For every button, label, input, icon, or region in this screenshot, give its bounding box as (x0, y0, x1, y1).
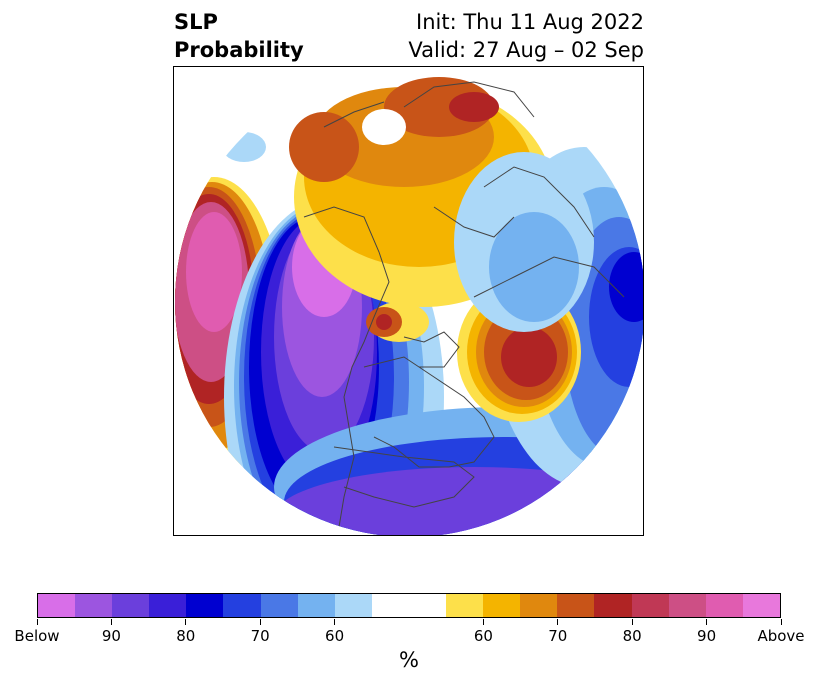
title-valid: Valid: 27 Aug – 02 Sep (408, 38, 644, 62)
colorbar-segment (75, 594, 113, 617)
colorbar-segment (742, 594, 780, 617)
colorbar-segment (38, 594, 76, 617)
colorbar-tick (185, 619, 187, 625)
map-panel (173, 66, 644, 536)
title-left: SLP Probability (174, 8, 304, 64)
colorbar-tick-label: Below (14, 627, 60, 645)
colorbar-tick (780, 619, 782, 625)
colorbar-tick (706, 619, 708, 625)
colorbar-tick-label: 60 (325, 627, 345, 645)
colorbar-segment (483, 594, 521, 617)
colorbar-segment (631, 594, 669, 617)
colorbar-segment (557, 594, 595, 617)
colorbar-segment (223, 594, 261, 617)
colorbar-segment (668, 594, 706, 617)
colorbar-segment (186, 594, 224, 617)
colorbar-tick (557, 619, 559, 625)
colorbar-unit: % (399, 648, 419, 672)
colorbar-segment (408, 594, 447, 617)
colorbar-tick-label: 90 (697, 627, 717, 645)
colorbar-segment (260, 594, 298, 617)
probability-field (175, 67, 643, 535)
colorbar-segment (594, 594, 632, 617)
colorbar-tick-label: 90 (101, 627, 121, 645)
colorbar-tick (36, 619, 38, 625)
title-type: Probability (174, 38, 304, 62)
colorbar-segment (149, 594, 187, 617)
title-variable: SLP (174, 10, 218, 34)
colorbar-tick-label: Above (757, 627, 805, 645)
colorbar-tick (334, 619, 336, 625)
colorbar-tick-label: 60 (473, 627, 493, 645)
probability-map (175, 67, 643, 535)
colorbar-segment (112, 594, 150, 617)
colorbar-segment (705, 594, 743, 617)
colorbar-tick (259, 619, 261, 625)
colorbar-segment (297, 594, 335, 617)
colorbar-tick (482, 619, 484, 625)
colorbar (37, 593, 781, 618)
colorbar-segment (446, 594, 484, 617)
title-init: Init: Thu 11 Aug 2022 (416, 10, 644, 34)
colorbar-segment (520, 594, 558, 617)
colorbar-segment (334, 594, 372, 617)
colorbar-segment (371, 594, 409, 617)
pole-neutral-area (362, 109, 406, 145)
colorbar-tick-label: 70 (548, 627, 568, 645)
colorbar-tick-label: 70 (250, 627, 270, 645)
colorbar-tick (631, 619, 633, 625)
coastlines (303, 81, 625, 528)
colorbar-tick (110, 619, 112, 625)
colorbar-tick-label: 80 (622, 627, 642, 645)
title-right: Init: Thu 11 Aug 2022 Valid: 27 Aug – 02… (408, 8, 644, 64)
colorbar-tick-label: 80 (176, 627, 196, 645)
